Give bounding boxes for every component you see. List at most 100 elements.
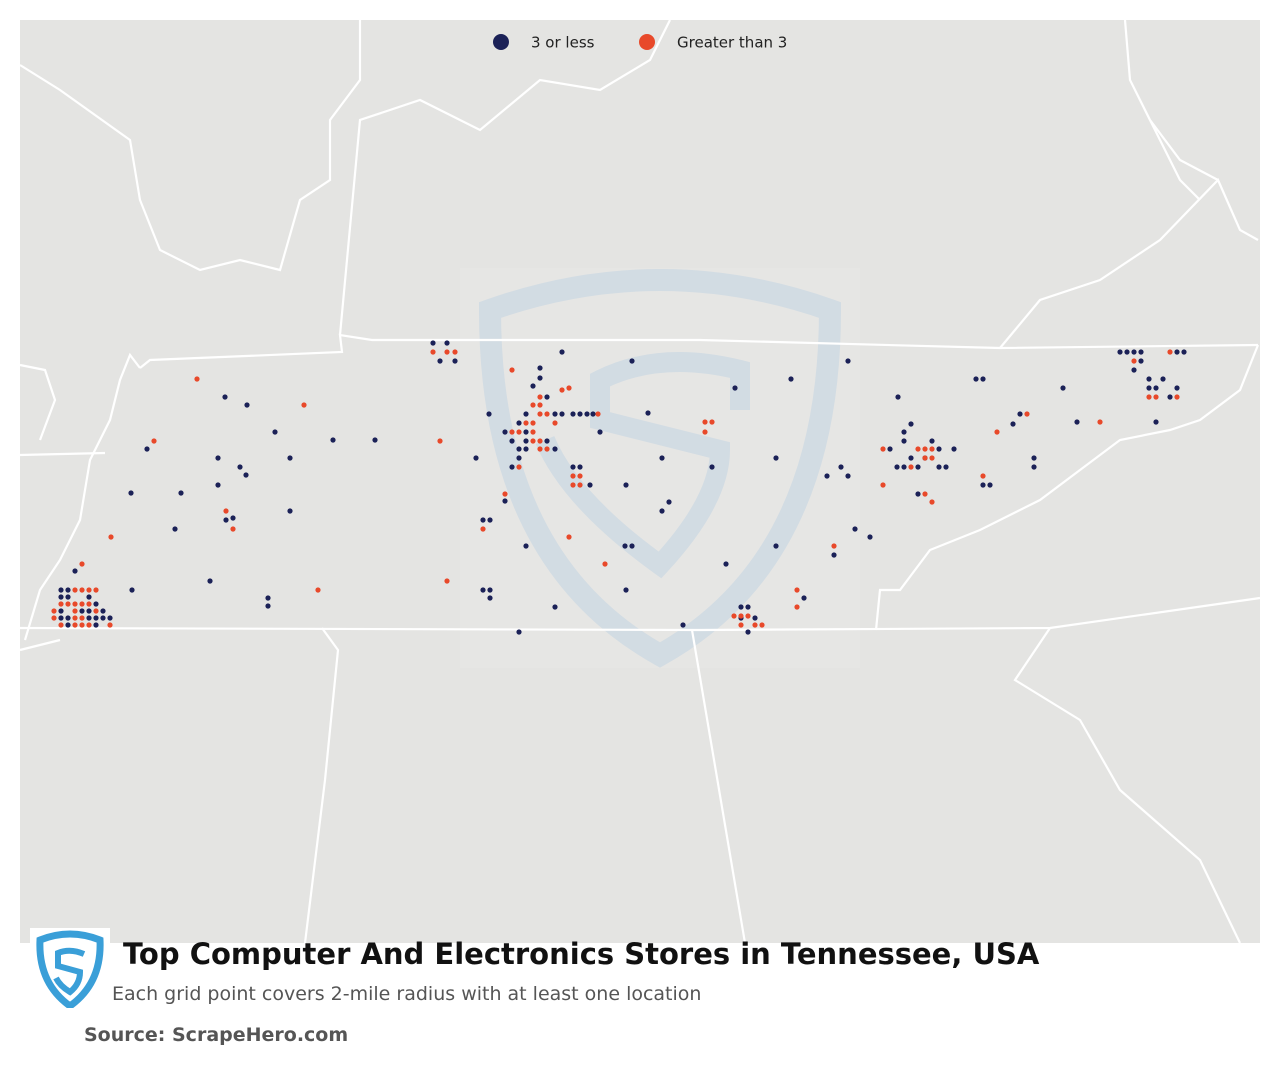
state-border	[874, 344, 1260, 631]
watermark-shield	[478, 269, 842, 668]
grid-point-low	[845, 358, 851, 364]
legend-label: Greater than 3	[677, 34, 787, 52]
grid-point-low	[895, 394, 901, 400]
grid-point-low	[65, 622, 71, 628]
grid-point-high	[86, 587, 92, 593]
grid-point-low	[570, 464, 576, 470]
state-border	[19, 363, 106, 457]
grid-point-low	[330, 437, 336, 443]
grid-point-low	[936, 464, 942, 470]
grid-point-low	[93, 622, 99, 628]
grid-point-high	[537, 402, 543, 408]
grid-point-low	[537, 375, 543, 381]
grid-point-low	[537, 365, 543, 371]
grid-point-high	[1146, 394, 1152, 400]
grid-point-low	[645, 410, 651, 416]
grid-point-low	[1074, 419, 1080, 425]
grid-point-high	[738, 622, 744, 628]
grid-point-low	[1160, 376, 1166, 382]
grid-point-low	[244, 402, 250, 408]
grid-point-high	[502, 491, 508, 497]
grid-point-low	[584, 411, 590, 417]
grid-point-low	[1146, 376, 1152, 382]
grid-point-low	[852, 526, 858, 532]
grid-point-high	[702, 419, 708, 425]
grid-point-high	[315, 587, 321, 593]
grid-point-low	[86, 608, 92, 614]
grid-point-high	[516, 464, 522, 470]
grid-point-low	[223, 517, 229, 523]
grid-point-high	[79, 561, 85, 567]
grid-point-low	[831, 552, 837, 558]
grid-point-low	[709, 464, 715, 470]
grid-point-low	[516, 446, 522, 452]
grid-point-high	[223, 508, 229, 514]
state-border	[19, 638, 61, 652]
grid-point-low	[1138, 349, 1144, 355]
grid-point-low	[1031, 464, 1037, 470]
grid-point-low	[752, 615, 758, 621]
state-border	[1013, 627, 1241, 944]
grid-point-low	[523, 438, 529, 444]
grid-point-low	[559, 411, 565, 417]
grid-point-low	[629, 358, 635, 364]
grid-point-high	[552, 420, 558, 426]
grid-point-low	[473, 455, 479, 461]
grid-point-low	[487, 595, 493, 601]
grid-point-low	[1031, 455, 1037, 461]
grid-point-high	[79, 622, 85, 628]
grid-point-low	[732, 385, 738, 391]
grid-point-high	[731, 613, 737, 619]
grid-point-high	[759, 622, 765, 628]
grid-point-low	[480, 587, 486, 593]
source: Source: ScrapeHero.com	[84, 1024, 349, 1046]
grid-point-high	[1167, 349, 1173, 355]
grid-point-low	[480, 517, 486, 523]
grid-point-low	[86, 615, 92, 621]
grid-point-high	[51, 615, 57, 621]
grid-point-low	[951, 446, 957, 452]
grid-point-high	[880, 446, 886, 452]
grid-point-low	[590, 411, 596, 417]
legend-label: 3 or less	[531, 34, 595, 52]
grid-point-high	[444, 578, 450, 584]
grid-point-low	[144, 446, 150, 452]
grid-point-low	[230, 515, 236, 521]
grid-point-low	[552, 446, 558, 452]
grid-point-low	[502, 498, 508, 504]
grid-point-low	[287, 508, 293, 514]
grid-point-high	[994, 429, 1000, 435]
grid-point-high	[230, 526, 236, 532]
grid-point-low	[452, 358, 458, 364]
grid-point-low	[1117, 349, 1123, 355]
grid-point-low	[894, 464, 900, 470]
grid-point-high	[980, 473, 986, 479]
grid-point-low	[845, 473, 851, 479]
grid-point-low	[666, 499, 672, 505]
grid-point-low	[178, 490, 184, 496]
grid-point-low	[129, 587, 135, 593]
grid-point-high	[929, 446, 935, 452]
grid-point-low	[1146, 385, 1152, 391]
logo	[30, 928, 110, 1008]
grid-point-high	[602, 561, 608, 567]
grid-point-high	[437, 438, 443, 444]
grid-point-high	[1024, 411, 1030, 417]
legend-marker	[493, 34, 509, 50]
grid-point-high	[908, 464, 914, 470]
grid-point-high	[537, 411, 543, 417]
grid-point-high	[702, 429, 708, 435]
grid-point-low	[745, 629, 751, 635]
grid-point-low	[65, 615, 71, 621]
grid-point-low	[552, 604, 558, 610]
grid-point-low	[577, 464, 583, 470]
grid-point-low	[486, 411, 492, 417]
watermark-box	[460, 268, 860, 668]
grid-point-low	[1060, 385, 1066, 391]
grid-point-high	[72, 608, 78, 614]
state-border	[338, 19, 671, 336]
grid-point-high	[595, 411, 601, 417]
grid-point-low	[915, 464, 921, 470]
grid-point-high	[108, 534, 114, 540]
grid-point-high	[452, 349, 458, 355]
